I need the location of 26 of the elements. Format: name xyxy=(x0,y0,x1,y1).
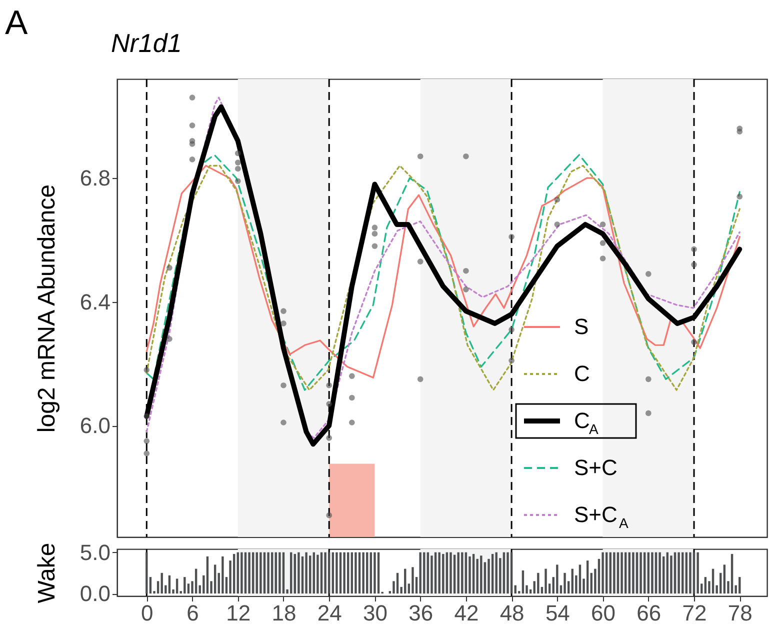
y-axis-title: log2 mRNA Abundance xyxy=(34,184,60,433)
x-tick-label: 0 xyxy=(141,600,154,626)
chart-title: Nr1d1 xyxy=(111,28,182,58)
y-tick-label: 6.8 xyxy=(80,166,110,191)
x-tick-label: 66 xyxy=(636,600,662,626)
x-tick-label: 24 xyxy=(317,600,342,626)
x-tick-label: 48 xyxy=(500,600,524,626)
legend-label: S+C xyxy=(574,455,618,480)
x-tick-label: 36 xyxy=(408,600,434,626)
y-axis-title: Wake xyxy=(34,542,60,604)
y-tick-label: 0.0 xyxy=(80,581,110,606)
x-tick-label: 6 xyxy=(186,600,199,626)
x-tick-label: 30 xyxy=(362,600,388,626)
x-tick-label: 42 xyxy=(454,600,479,626)
x-tick-label: 12 xyxy=(226,600,251,626)
x-tick-label: 78 xyxy=(728,600,752,626)
y-tick-label: 5.0 xyxy=(80,540,110,565)
legend-label: C xyxy=(574,361,590,386)
x-tick-label: 54 xyxy=(545,600,570,626)
x-tick-label: 60 xyxy=(591,600,616,626)
y-tick-label: 6.4 xyxy=(80,289,110,314)
text: A xyxy=(5,4,28,42)
x-tick-label: 72 xyxy=(682,600,707,626)
y-tick-label: 6.0 xyxy=(80,413,110,438)
x-tick-label: 18 xyxy=(272,600,296,626)
legend-label: S xyxy=(574,314,589,339)
